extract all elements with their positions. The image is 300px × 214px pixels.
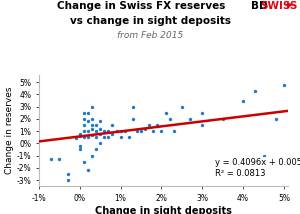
- Point: [90, 117, 94, 121]
- Point: [90, 154, 94, 157]
- Point: [82, 160, 86, 163]
- X-axis label: Change in sight deposits: Change in sight deposits: [95, 206, 232, 214]
- Point: [118, 135, 123, 139]
- Point: [179, 105, 184, 108]
- Point: [102, 135, 107, 139]
- Point: [49, 158, 54, 161]
- Point: [110, 123, 115, 127]
- Point: [135, 129, 140, 133]
- Point: [106, 135, 111, 139]
- Text: vs change in sight deposits: vs change in sight deposits: [70, 16, 230, 26]
- Point: [159, 129, 164, 133]
- Point: [90, 105, 94, 108]
- Point: [130, 105, 135, 108]
- Point: [139, 129, 143, 133]
- Point: [188, 117, 192, 121]
- Point: [273, 117, 278, 121]
- Point: [126, 135, 131, 139]
- Point: [82, 117, 86, 121]
- Point: [261, 154, 266, 157]
- Point: [85, 111, 90, 114]
- Point: [90, 133, 94, 137]
- Point: [73, 137, 78, 140]
- Point: [220, 117, 225, 121]
- Point: [77, 148, 82, 151]
- Point: [98, 127, 103, 130]
- Point: [200, 111, 205, 114]
- Point: [77, 134, 82, 138]
- Text: from Feb 2015: from Feb 2015: [117, 31, 183, 40]
- Point: [171, 129, 176, 133]
- Point: [90, 127, 94, 130]
- Y-axis label: Change in reserves: Change in reserves: [5, 87, 14, 174]
- Point: [98, 132, 103, 135]
- Point: [147, 123, 152, 127]
- Point: [94, 148, 98, 151]
- Point: [281, 83, 286, 86]
- Point: [163, 111, 168, 114]
- Point: [85, 135, 90, 139]
- Point: [94, 135, 98, 139]
- Text: Change in Swiss FX reserves: Change in Swiss FX reserves: [57, 1, 225, 11]
- Point: [94, 123, 98, 127]
- Point: [85, 120, 90, 123]
- Point: [110, 132, 115, 135]
- Text: BD: BD: [250, 1, 267, 11]
- Point: [65, 172, 70, 176]
- Point: [167, 117, 172, 121]
- Point: [85, 169, 90, 172]
- Point: [77, 144, 82, 147]
- Point: [200, 123, 205, 127]
- Point: [77, 132, 82, 135]
- Point: [94, 129, 98, 133]
- Text: ▶: ▶: [287, 0, 293, 9]
- Point: [82, 129, 86, 133]
- Point: [122, 129, 127, 133]
- Point: [118, 129, 123, 133]
- Point: [241, 99, 245, 102]
- Point: [98, 142, 103, 145]
- Point: [82, 135, 86, 139]
- Text: SWISS: SWISS: [260, 1, 298, 11]
- Point: [65, 178, 70, 182]
- Point: [151, 129, 156, 133]
- Point: [253, 89, 258, 92]
- Point: [143, 127, 148, 130]
- Point: [130, 117, 135, 121]
- Point: [155, 123, 160, 127]
- Point: [102, 129, 107, 133]
- Point: [114, 129, 119, 133]
- Point: [85, 129, 90, 133]
- Point: [90, 123, 94, 127]
- Point: [57, 158, 62, 161]
- Point: [98, 120, 103, 123]
- Point: [106, 129, 111, 133]
- Point: [82, 123, 86, 127]
- Text: y = 0.4096x + 0.0057
R² = 0.0813: y = 0.4096x + 0.0057 R² = 0.0813: [214, 158, 300, 178]
- Point: [82, 111, 86, 114]
